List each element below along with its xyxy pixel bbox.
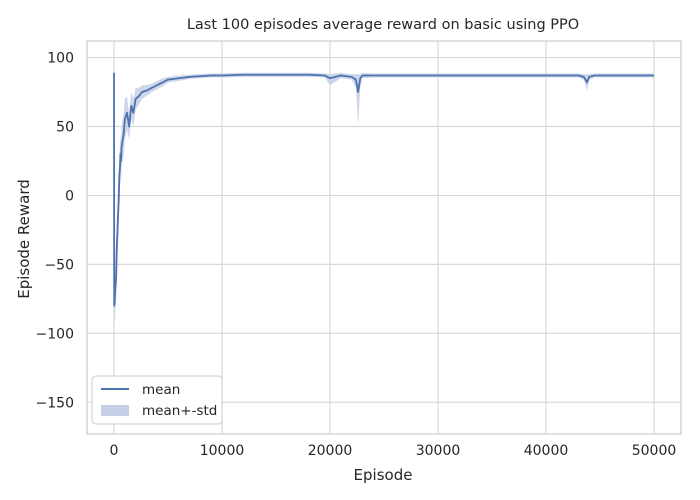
y-tick-label: −150 <box>36 395 74 411</box>
x-tick-label: 30000 <box>416 443 461 459</box>
y-axis-label: Episode Reward <box>15 179 33 299</box>
y-tick-label: 100 <box>47 51 74 67</box>
y-tick-label: −100 <box>36 326 74 342</box>
x-axis-label: Episode <box>354 466 413 484</box>
y-tick-label: 0 <box>65 188 74 204</box>
x-tick-label: 10000 <box>200 443 245 459</box>
y-tick-labels: −150 −100 −50 0 50 100 <box>36 51 74 412</box>
y-tick-label: −50 <box>44 257 74 273</box>
chart-title: Last 100 episodes average reward on basi… <box>187 17 579 33</box>
legend-mean-label: mean <box>142 382 180 398</box>
x-tick-label: 20000 <box>308 443 353 459</box>
x-tick-label: 0 <box>110 443 119 459</box>
x-tick-label: 40000 <box>524 443 569 459</box>
grid <box>87 41 681 434</box>
legend-std-swatch <box>101 405 129 416</box>
legend-std-label: mean+-std <box>142 403 217 419</box>
x-tick-labels: 0 10000 20000 30000 40000 50000 <box>110 443 677 459</box>
x-tick-label: 50000 <box>632 443 677 459</box>
plot-frame <box>86 40 682 435</box>
y-tick-label: 50 <box>56 119 74 135</box>
series-layer <box>113 72 654 307</box>
mean-line <box>113 72 654 307</box>
legend: mean mean+-std <box>91 375 223 425</box>
